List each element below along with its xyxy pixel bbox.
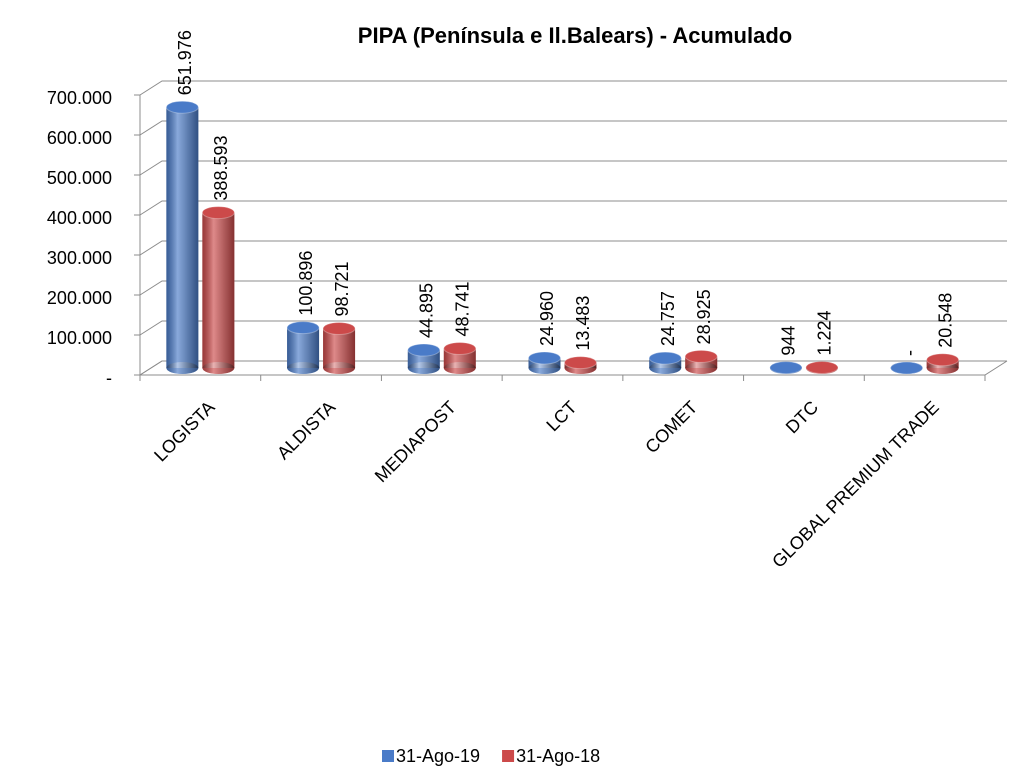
bar-top [769,361,803,375]
cylinder [528,351,561,374]
data-label: 944 [779,326,799,356]
cylinder [322,322,356,374]
cylinder [201,206,235,374]
x-tick-label: MEDIAPOST [371,397,460,486]
y-tick-label: 600.000 [47,128,112,148]
y-tick-label: 200.000 [47,288,112,308]
legend-label: 31-Ago-18 [516,746,600,766]
x-tick-label: LCT [542,397,580,435]
bar-shade [202,212,235,368]
x-tick-label: COMET [641,397,701,457]
bar-top [564,356,597,370]
bar-top [201,206,235,220]
cylinder [443,342,477,374]
bar-top [322,322,356,336]
legend-swatch [502,750,515,762]
data-label: - [899,350,919,356]
cylinder [769,361,803,375]
y-tick-label: 500.000 [47,168,112,188]
bar-shade [323,328,356,368]
data-label: 13.483 [573,296,593,351]
grid-line [139,200,1007,216]
cylinder [684,349,718,374]
y-tick-label: - [106,368,112,388]
y-tick-label: 400.000 [47,208,112,228]
legend-swatch [382,750,394,762]
data-label: 20.548 [935,293,955,348]
cylinder [805,361,839,375]
bar-top [407,343,441,357]
data-label: 1.224 [815,310,835,355]
bar-top [805,361,839,375]
y-tick-label: 700.000 [47,88,112,108]
cylinder [890,361,924,375]
grid-line [139,240,1007,256]
cylinder [926,353,960,374]
grid-line [139,120,1007,136]
chart-title: PIPA (Península e Il.Balears) - Acumulad… [358,23,792,48]
bar-top [443,342,477,356]
data-label: 98.721 [332,261,352,316]
legend-label: 31-Ago-19 [396,746,480,766]
grid-line [139,280,1007,296]
data-label: 388.593 [211,135,231,200]
x-tick-label: LOGISTA [150,397,218,465]
data-label: 48.741 [453,281,473,336]
bar-top [286,321,320,335]
grid-line [139,160,1007,176]
bar-top [528,351,561,365]
data-label: 28.925 [694,289,714,344]
grid-line [139,80,1007,96]
cylinder [407,343,441,374]
bar-top [890,361,924,375]
grid-line [139,320,1007,336]
data-label: 100.896 [296,251,316,316]
y-tick-label: 100.000 [47,328,112,348]
cylinder [165,100,199,374]
data-label: 651.976 [175,30,195,95]
x-tick-label: DTC [782,397,822,437]
bar-shade [166,107,199,369]
y-tick-label: 300.000 [47,248,112,268]
cylinder [564,356,597,374]
cylinder [286,321,320,374]
bar-top [684,349,718,363]
bar-top [926,353,960,367]
data-label: 24.960 [537,291,557,346]
data-label: 24.757 [658,291,678,346]
cylinder [648,351,682,374]
grid-line [139,360,1007,376]
bar-top [165,100,199,114]
x-tick-label: ALDISTA [273,397,339,463]
bar-shade [287,327,320,368]
bar-top [648,351,682,365]
data-label: 44.895 [417,283,437,338]
